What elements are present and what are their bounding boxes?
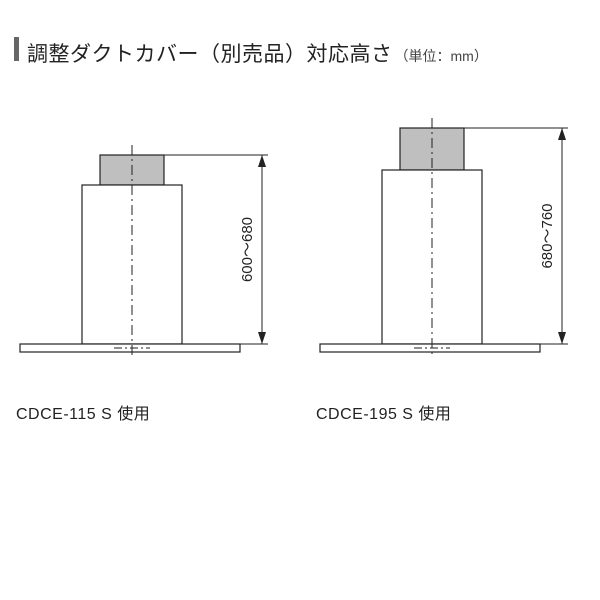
- caption-left: CDCE-115 S 使用: [16, 400, 150, 424]
- diagram-canvas: 600～680 680～760: [0, 0, 600, 600]
- dim-arrow-dn-right: [558, 332, 566, 344]
- duct-body-right: [382, 170, 482, 344]
- dim-arrow-up-left: [258, 155, 266, 167]
- svg-text:680～760: 680～760: [539, 203, 556, 268]
- svg-text:600～680: 600～680: [239, 217, 256, 282]
- dim-arrow-up-right: [558, 128, 566, 140]
- dim-arrow-dn-left: [258, 332, 266, 344]
- caption-right: CDCE-195 S 使用: [316, 400, 451, 424]
